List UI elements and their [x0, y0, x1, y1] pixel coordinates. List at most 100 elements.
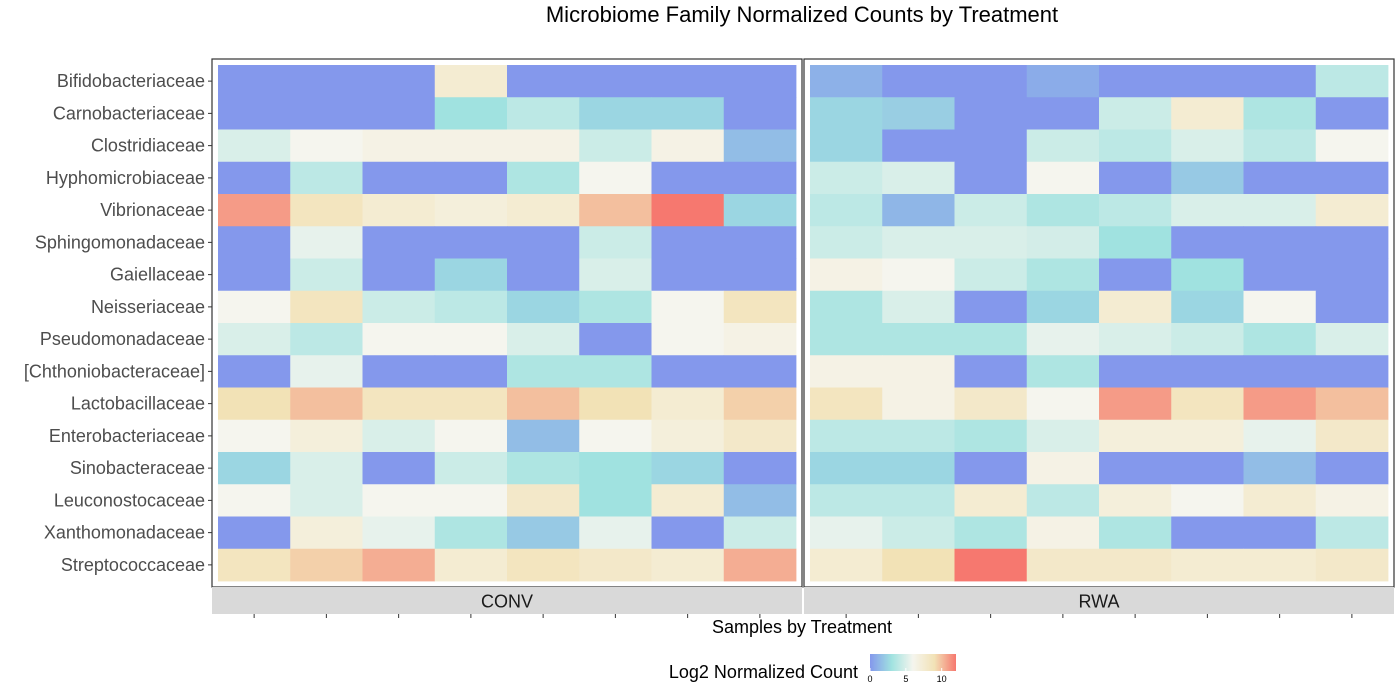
row-label: Gaiellaceae: [110, 265, 205, 285]
heatmap-cell: [362, 355, 436, 388]
legend-ticks: 0 5 10: [867, 668, 947, 684]
row-label: Sphingomonadaceae: [35, 232, 205, 252]
heatmap-cell: [507, 194, 580, 227]
heatmap-cell: [1026, 516, 1100, 550]
legend-title: Log2 Normalized Count: [669, 662, 858, 682]
heatmap-cell: [810, 161, 883, 195]
heatmap-cell: [507, 323, 580, 356]
heatmap-cell: [290, 194, 363, 227]
heatmap-cell: [954, 516, 1028, 550]
heatmap-cell: [1171, 387, 1244, 421]
heatmap-cell: [651, 387, 725, 421]
heatmap-cell: [362, 323, 436, 356]
heatmap-cell: [954, 258, 1028, 292]
heatmap-cell: [954, 161, 1028, 195]
heatmap-cell: [1026, 194, 1100, 227]
heatmap-cell: [218, 161, 291, 195]
legend-tick-label: 5: [903, 674, 908, 684]
heatmap-cell: [507, 355, 580, 388]
heatmap-cell: [1171, 194, 1244, 227]
heatmap-cell: [362, 194, 436, 227]
x-axis-title: Samples by Treatment: [712, 617, 892, 637]
heatmap-cell: [1315, 290, 1389, 324]
heatmap-cell: [882, 452, 955, 485]
heatmap-cell: [507, 97, 580, 130]
row-label: Enterobacteriaceae: [49, 426, 205, 446]
heatmap-cell: [651, 516, 725, 550]
heatmap-cell: [218, 290, 291, 324]
heatmap-cell: [1243, 419, 1317, 453]
heatmap-cell: [579, 355, 652, 388]
heatmap-cell: [954, 65, 1028, 98]
heatmap-cell: [218, 65, 291, 98]
heatmap-cell: [810, 548, 883, 582]
heatmap-cell: [1315, 129, 1389, 163]
heatmap-cell: [723, 387, 797, 421]
row-label: Vibrionaceae: [100, 200, 205, 220]
heatmap-cell: [507, 516, 580, 550]
heatmap-cell: [723, 194, 797, 227]
heatmap-cell: [434, 290, 508, 324]
heatmap-cell: [1099, 129, 1172, 163]
heatmap-cell: [1026, 387, 1100, 421]
heatmap-cell: [1243, 452, 1317, 485]
heatmap-cell: [218, 484, 291, 517]
heatmap-cell: [1171, 548, 1244, 582]
heatmap-cell: [218, 97, 291, 130]
heatmap-cell: [1026, 484, 1100, 517]
heatmap-cell: [1026, 548, 1100, 582]
heatmap-cell: [579, 194, 652, 227]
heatmap-cell: [579, 452, 652, 485]
heatmap-cell: [362, 484, 436, 517]
heatmap-cell: [579, 65, 652, 98]
heatmap-cell: [434, 419, 508, 453]
heatmap-cell: [882, 97, 955, 130]
heatmap-cell: [362, 387, 436, 421]
heatmap-cell: [723, 419, 797, 453]
heatmap-cell: [882, 194, 955, 227]
heatmap-cell: [723, 516, 797, 550]
heatmap-cell: [651, 323, 725, 356]
heatmap-cell: [1243, 194, 1317, 227]
heatmap-cell: [218, 355, 291, 388]
heatmap-cell: [362, 452, 436, 485]
heatmap-cell: [723, 290, 797, 324]
heatmap-cell: [362, 226, 436, 259]
heatmap-cell: [218, 419, 291, 453]
heatmap-cell: [1243, 323, 1317, 356]
heatmap-cell: [1243, 97, 1317, 130]
heatmap-cell: [810, 419, 883, 453]
heatmap-cell: [1315, 452, 1389, 485]
heatmap-cell: [810, 323, 883, 356]
heatmap-cell: [1243, 129, 1317, 163]
heatmap-cell: [218, 129, 291, 163]
heatmap-cell: [1026, 65, 1100, 98]
heatmap-cell: [362, 516, 436, 550]
heatmap-cell: [1099, 516, 1172, 550]
heatmap-cell: [723, 323, 797, 356]
heatmap-cell: [290, 129, 363, 163]
heatmap-cell: [434, 516, 508, 550]
heatmap-cell: [1243, 387, 1317, 421]
heatmap-cell: [723, 129, 797, 163]
row-label: Carnobacteriaceae: [53, 103, 205, 123]
facet-strip: [804, 587, 1394, 614]
heatmap-cell: [954, 323, 1028, 356]
heatmap-cell: [1171, 484, 1244, 517]
heatmap-cell: [723, 355, 797, 388]
heatmap-cell: [954, 548, 1028, 582]
heatmap-cell: [1315, 97, 1389, 130]
heatmap-cell: [1243, 548, 1317, 582]
heatmap-cell: [1099, 194, 1172, 227]
heatmap-cell: [1171, 290, 1244, 324]
heatmap-cell: [954, 290, 1028, 324]
heatmap-cell: [1099, 258, 1172, 292]
heatmap-cell: [507, 452, 580, 485]
row-label: Bifidobacteriaceae: [57, 71, 205, 91]
heatmap-cell: [362, 290, 436, 324]
heatmap-cell: [882, 226, 955, 259]
heatmap-cell: [507, 226, 580, 259]
heatmap-cell: [1026, 290, 1100, 324]
heatmap-cell: [651, 258, 725, 292]
heatmap-cell: [362, 129, 436, 163]
